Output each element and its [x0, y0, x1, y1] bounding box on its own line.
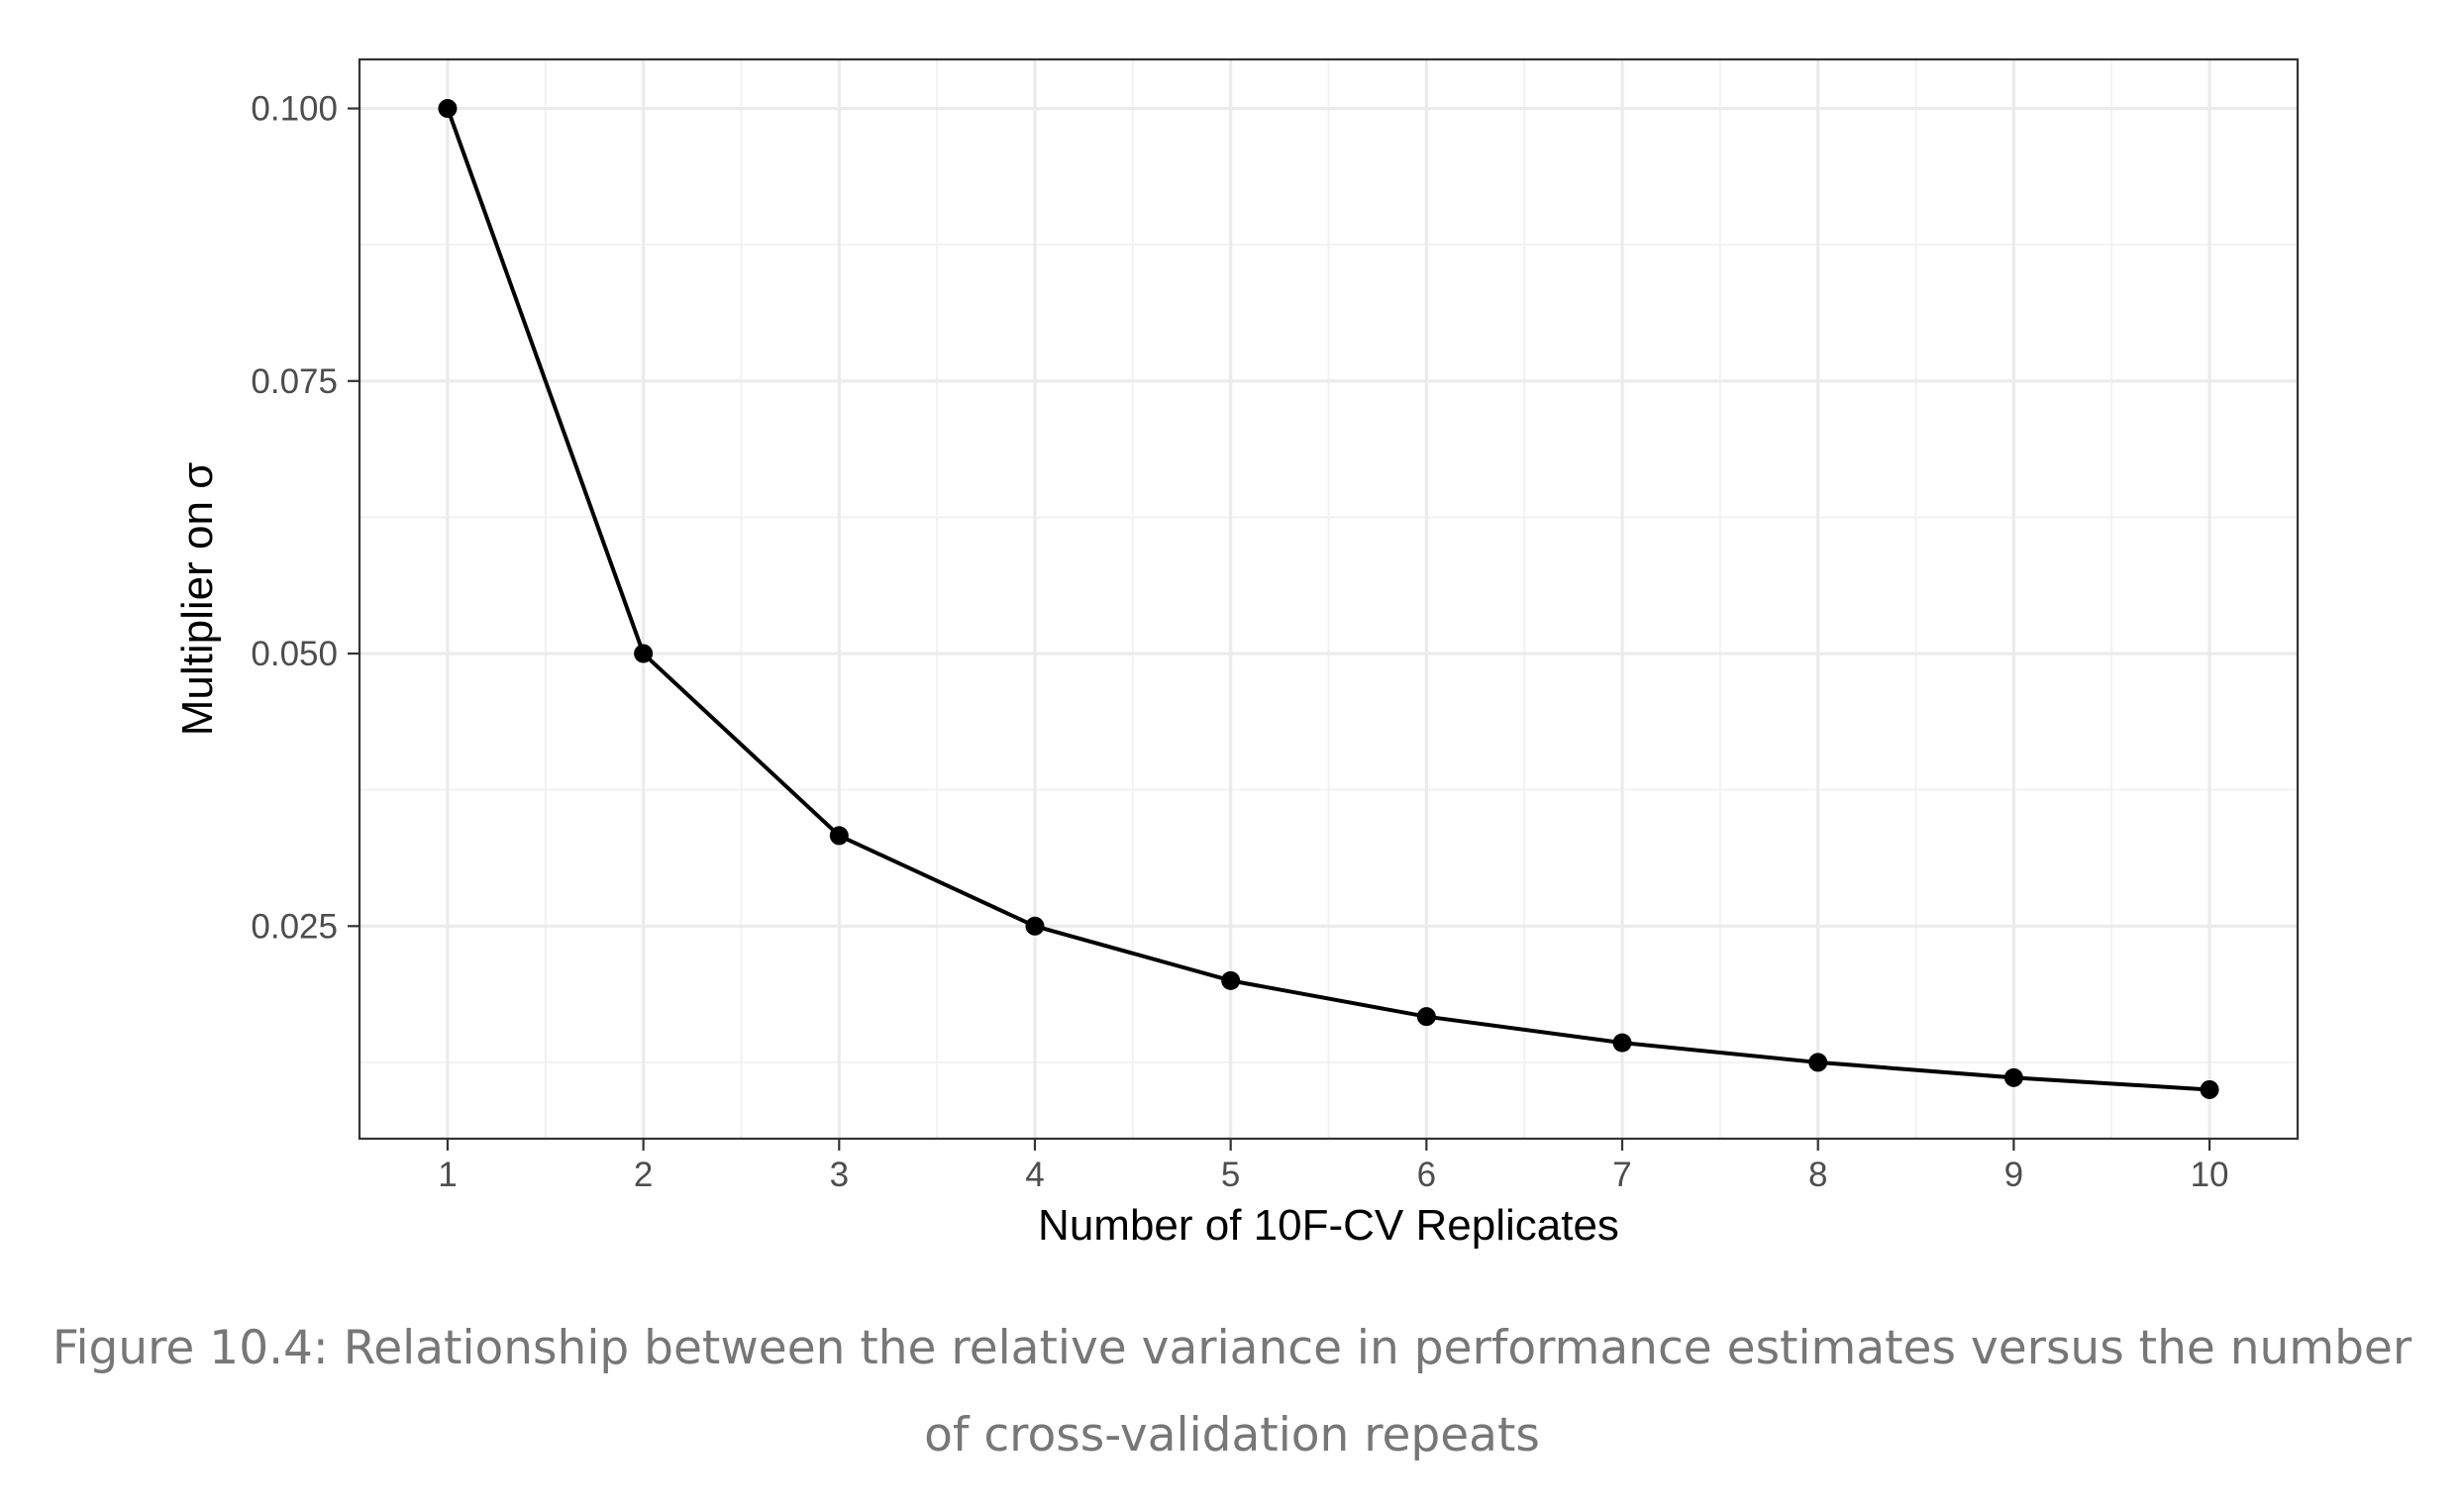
panel-border	[358, 57, 2300, 1141]
y-tick-label: 0.100	[251, 90, 338, 129]
chart: 1 2 3 4 5 6 7 8 9 10 0.025 0.050 0.075 0.100 Number o…	[173, 57, 2300, 1250]
x-tick-label: 8	[1808, 1156, 1827, 1194]
series-layer	[438, 99, 2219, 1099]
x-tick-label: 3	[830, 1156, 849, 1194]
data-point	[1808, 1053, 1828, 1072]
major-gridlines	[359, 59, 2298, 1139]
x-tick-label: 5	[1221, 1156, 1240, 1194]
y-tick-label: 0.025	[251, 907, 338, 946]
data-point	[2003, 1067, 2023, 1087]
x-tick-label: 4	[1025, 1156, 1044, 1194]
series-line	[446, 107, 2210, 1092]
data-point	[438, 99, 458, 119]
y-axis-title: Multiplier on σ	[173, 462, 222, 737]
x-tick-label: 1	[438, 1156, 457, 1194]
x-tick-label: 9	[2004, 1156, 2023, 1194]
minor-gridlines	[359, 59, 2298, 1139]
x-tick-label: 6	[1417, 1156, 1436, 1194]
y-tick-label: 0.075	[251, 362, 338, 401]
x-tick-label: 7	[1612, 1156, 1631, 1194]
x-tick-label: 2	[634, 1156, 653, 1194]
data-point	[1221, 970, 1241, 990]
data-point	[1416, 1007, 1436, 1027]
x-tick-label: 10	[2191, 1156, 2229, 1194]
x-axis-title: Number of 10F-CV Replicates	[1038, 1201, 1619, 1250]
data-point	[829, 826, 849, 846]
axis-ticks	[348, 107, 2211, 1151]
data-point	[1612, 1033, 1632, 1053]
tick-labels: 1 2 3 4 5 6 7 8 9 10 0.025 0.050 0.075 0.100	[251, 90, 2228, 1194]
figure-caption: Figure 10.4: Relationship between the re…	[51, 1321, 2413, 1462]
data-point	[2200, 1079, 2219, 1099]
y-tick-label: 0.050	[251, 635, 338, 673]
data-point	[1025, 916, 1045, 936]
data-point	[634, 644, 654, 663]
